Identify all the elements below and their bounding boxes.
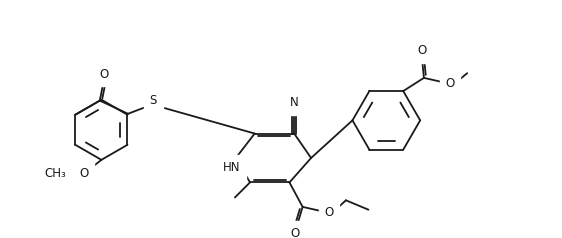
Text: O: O <box>100 68 109 81</box>
Text: S: S <box>149 94 157 107</box>
Text: O: O <box>418 44 427 57</box>
Text: CH₃: CH₃ <box>44 168 66 180</box>
Text: O: O <box>324 206 334 219</box>
Text: O: O <box>446 77 455 90</box>
Text: HN: HN <box>223 161 241 174</box>
Text: N: N <box>290 96 298 109</box>
Text: O: O <box>291 227 300 238</box>
Text: O: O <box>79 168 88 180</box>
